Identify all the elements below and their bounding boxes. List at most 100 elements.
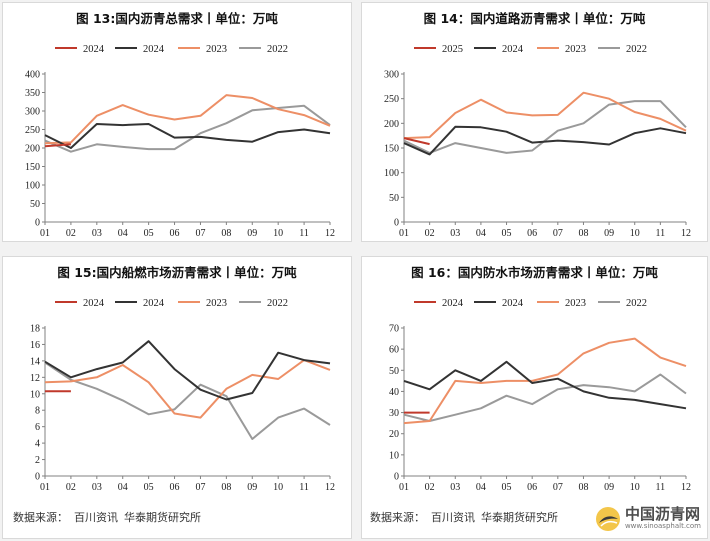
y-tick-label: 60 — [389, 345, 399, 356]
x-tick-label: 04 — [118, 228, 128, 239]
legend: 2024 2024 2023 2022 — [55, 44, 288, 55]
series-line-3 — [403, 373, 687, 422]
chart-title: 图 13:国内沥青总需求丨单位：万吨 — [76, 11, 278, 26]
y-tick-label: 250 — [25, 125, 40, 136]
x-tick-label: 06 — [527, 228, 537, 239]
y-tick-label: 0 — [35, 472, 40, 483]
legend-label: 2023 — [206, 44, 227, 55]
x-tick-label: 02 — [66, 228, 76, 239]
y-tick-label: 0 — [35, 218, 40, 229]
y-tick-label: 50 — [30, 199, 40, 210]
y-tick-label: 100 — [25, 181, 40, 192]
legend-label: 2024 — [83, 298, 105, 309]
legend-label: 2023 — [206, 298, 227, 309]
x-tick-label: 03 — [450, 482, 460, 493]
x-tick-label: 12 — [325, 228, 335, 239]
y-tick-label: 14 — [30, 356, 40, 367]
x-tick-label: 04 — [476, 482, 486, 493]
x-tick-label: 06 — [170, 482, 180, 493]
source-label: 数据来源： — [13, 511, 68, 524]
y-tick-label: 20 — [389, 429, 399, 440]
x-tick-label: 09 — [604, 482, 614, 493]
x-tick-label: 09 — [604, 228, 614, 239]
x-tick-label: 05 — [144, 482, 154, 493]
legend-label: 2023 — [565, 44, 586, 55]
y-tick-label: 250 — [384, 94, 399, 105]
series-line-0 — [44, 143, 71, 148]
chart-svg-16: 2024 2024 2023 2022 0 10 20 30 40 50 60 70 01 02 03 04 0… — [389, 298, 691, 493]
y-tick-label: 30 — [389, 408, 399, 419]
series-line-2 — [44, 94, 331, 145]
x-tick-label: 07 — [195, 482, 205, 493]
y-tick-label: 10 — [389, 450, 399, 461]
series-line-1 — [403, 360, 687, 410]
legend-label: 2023 — [565, 298, 586, 309]
y-tick-label: 0 — [394, 218, 399, 229]
data-source: 数据来源： 百川资讯 华泰期货研究所 — [370, 509, 558, 525]
y-tick-label: 12 — [30, 373, 40, 384]
series-line-3 — [403, 100, 687, 154]
x-tick-label: 01 — [40, 228, 50, 239]
y-tick-label: 40 — [389, 387, 399, 398]
x-tick-label: 07 — [195, 228, 205, 239]
chart-title: 图 15:国内船燃市场沥青需求丨单位：万吨 — [57, 265, 297, 280]
chart-panel-14: 图 14：国内道路沥青需求丨单位：万吨 2025 2024 2023 2022 0 50 1… — [361, 2, 708, 242]
y-tick-label: 70 — [389, 324, 399, 335]
x-tick-label: 06 — [527, 482, 537, 493]
watermark-logo: 中国沥青网 www.sinoasphalt.com — [595, 506, 701, 532]
chart-panel-13: 图 13:国内沥青总需求丨单位：万吨 2024 2024 2023 2022 0 50 10… — [2, 2, 352, 242]
legend-label: 2022 — [626, 44, 647, 55]
series-line-3 — [44, 361, 331, 440]
legend-label: 2024 — [143, 44, 165, 55]
x-tick-label: 12 — [681, 482, 691, 493]
chart-panel-15: 图 15:国内船燃市场沥青需求丨单位：万吨 2024 2024 2023 2022 0 2… — [2, 256, 352, 539]
x-tick-label: 10 — [630, 228, 640, 239]
x-tick-label: 11 — [656, 228, 666, 239]
y-tick-label: 6 — [35, 422, 40, 433]
y-tick-label: 50 — [389, 193, 399, 204]
x-tick-label: 03 — [92, 228, 102, 239]
x-tick-label: 06 — [170, 228, 180, 239]
chart-svg-13: 2024 2024 2023 2022050100150200250300350400… — [25, 44, 335, 239]
x-tick-label: 08 — [578, 228, 588, 239]
x-tick-label: 04 — [118, 482, 128, 493]
x-tick-label: 11 — [299, 482, 309, 493]
legend-label: 2024 — [502, 44, 524, 55]
y-tick-label: 2 — [35, 455, 40, 466]
y-tick-label: 16 — [30, 340, 40, 351]
x-tick-label: 03 — [92, 482, 102, 493]
x-tick-label: 10 — [273, 228, 283, 239]
y-tick-label: 400 — [25, 70, 40, 81]
x-tick-label: 05 — [502, 228, 512, 239]
y-tick-label: 150 — [25, 162, 40, 173]
source-label: 数据来源： — [370, 511, 425, 524]
x-tick-label: 12 — [681, 228, 691, 239]
x-tick-label: 11 — [656, 482, 666, 493]
y-tick-label: 8 — [35, 406, 40, 417]
source-org-2: 华泰期货研究所 — [124, 511, 201, 524]
y-tick-label: 50 — [389, 366, 399, 377]
x-tick-label: 01 — [40, 482, 50, 493]
source-org-1: 百川资讯 — [431, 511, 475, 524]
x-tick-label: 01 — [399, 228, 409, 239]
y-tick-label: 18 — [30, 324, 40, 335]
chart-title: 图 14：国内道路沥青需求丨单位：万吨 — [423, 11, 646, 26]
x-tick-label: 07 — [553, 228, 563, 239]
x-tick-label: 11 — [299, 228, 309, 239]
x-tick-label: 09 — [247, 228, 257, 239]
legend-label: 2024 — [143, 298, 165, 309]
x-tick-label: 10 — [273, 482, 283, 493]
x-tick-label: 02 — [425, 482, 435, 493]
x-tick-label: 02 — [66, 482, 76, 493]
x-tick-label: 02 — [425, 228, 435, 239]
watermark-url: www.sinoasphalt.com — [624, 522, 701, 531]
source-org-2: 华泰期货研究所 — [481, 511, 558, 524]
series-line-3 — [44, 104, 331, 153]
y-tick-label: 0 — [394, 472, 399, 483]
series-line-2 — [403, 337, 687, 425]
watermark-name: 中国沥青网 — [624, 505, 700, 524]
legend-label: 2024 — [83, 44, 105, 55]
x-tick-label: 08 — [221, 482, 231, 493]
